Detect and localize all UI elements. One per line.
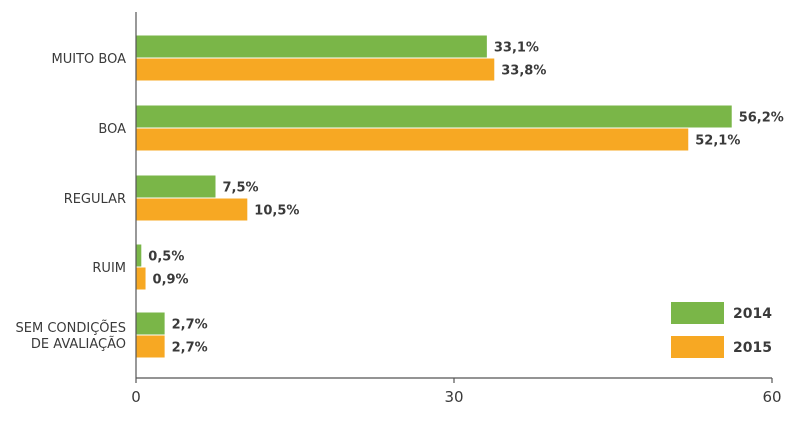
category-label: RUIM [92, 261, 126, 276]
bar-2015-4 [136, 335, 165, 358]
legend-label: 2014 [733, 306, 772, 322]
category-label-line: SEM CONDIÇÕES [16, 320, 126, 336]
value-label: 33,1% [494, 41, 539, 56]
legend-label: 2015 [733, 340, 772, 356]
bars-layer: 33,1% 33,8% 56,2% 52,1% 7,5% 10,5% 0,5% 0,9% 2,7… [136, 35, 784, 358]
x-tick-label: 60 [762, 388, 781, 406]
value-label: 33,8% [501, 64, 546, 79]
value-label: 0,9% [153, 273, 189, 288]
category-label-line: DE AVALIAÇÃO [31, 336, 126, 352]
bar-2015-3 [136, 267, 146, 290]
bar-2014-1 [136, 105, 732, 128]
axes-layer: MUITO BOA BOA REGULAR RUIM SEM CONDIÇÕES DE A… [16, 12, 782, 406]
value-label: 2,7% [172, 341, 208, 356]
category-label: BOA [98, 122, 126, 137]
bar-2014-2 [136, 175, 216, 198]
category-label-line: RUIM [92, 261, 126, 276]
legend-swatch-2014 [671, 302, 724, 324]
x-tick-label: 0 [131, 388, 141, 406]
bar-2014-0 [136, 35, 487, 58]
x-tick-label: 30 [444, 388, 463, 406]
category-label-line: BOA [98, 122, 126, 137]
bar-2015-1 [136, 128, 689, 151]
value-label: 10,5% [254, 204, 299, 219]
value-label: 56,2% [739, 111, 784, 126]
category-label-line: MUITO BOA [52, 52, 127, 67]
value-label: 2,7% [172, 318, 208, 333]
legend: 2014 2015 [671, 302, 772, 358]
category-label: MUITO BOA [52, 52, 127, 67]
value-label: 0,5% [148, 250, 184, 265]
legend-swatch-2015 [671, 336, 724, 358]
bar-2014-3 [136, 244, 142, 267]
bar-2015-2 [136, 198, 248, 221]
category-label: SEM CONDIÇÕES DE AVALIAÇÃO [16, 320, 126, 352]
value-label: 7,5% [223, 181, 259, 196]
bar-2014-4 [136, 312, 165, 335]
bar-2015-0 [136, 58, 495, 81]
category-label: REGULAR [64, 192, 126, 207]
category-label-line: REGULAR [64, 192, 126, 207]
value-label: 52,1% [695, 134, 740, 149]
